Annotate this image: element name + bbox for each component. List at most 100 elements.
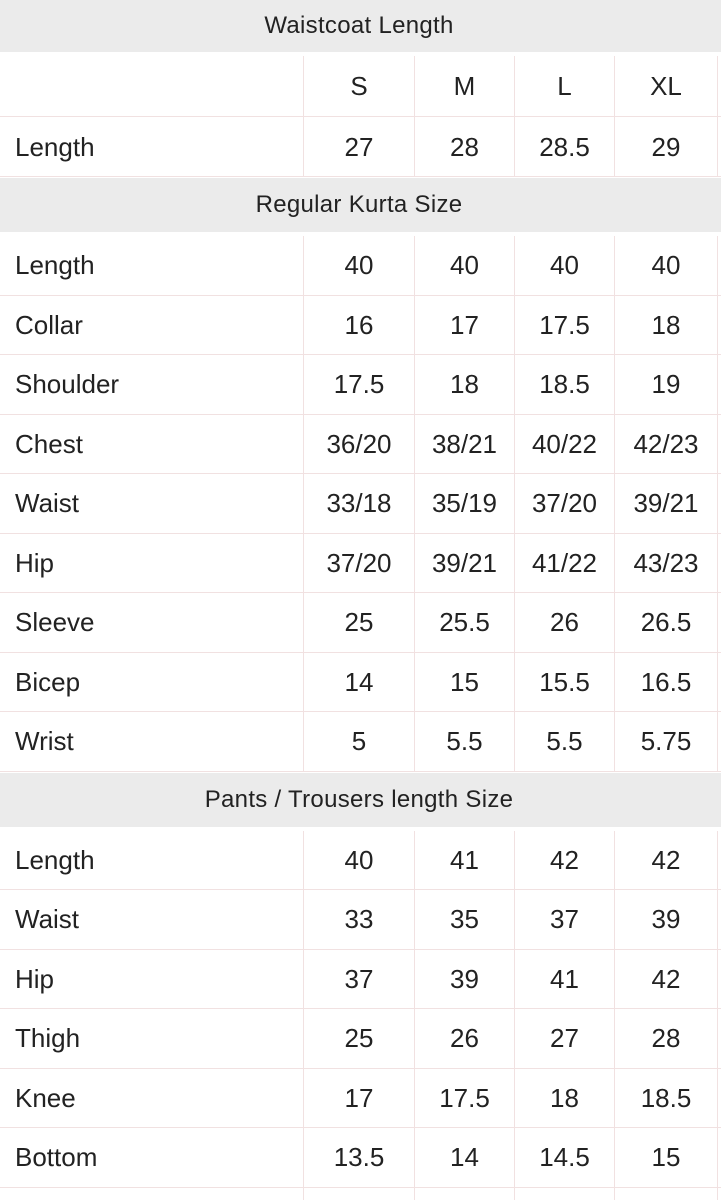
- size-value-cell: 26: [515, 593, 615, 652]
- size-value-cell: 39/21: [615, 474, 718, 533]
- size-value-cell: 5: [304, 712, 415, 771]
- table-row-kurta-collar: Collar 16 17 17.5 18: [0, 295, 721, 355]
- size-value-cell: 15: [415, 652, 515, 711]
- size-value-cell: 39/21: [415, 533, 515, 592]
- size-value-cell: 18: [515, 1068, 615, 1127]
- size-value-cell-empty: [515, 1187, 615, 1200]
- size-value-cell: 29: [615, 117, 718, 176]
- table-row-kurta-hip: Hip 37/20 39/21 41/22 43/23: [0, 533, 721, 593]
- table-row-waistcoat-length: Length 27 28 28.5 29: [0, 117, 721, 177]
- size-value-cell: 26.5: [615, 593, 718, 652]
- section-band-waistcoat: Waistcoat Length: [0, 0, 721, 52]
- size-value-cell: 37: [304, 949, 415, 1008]
- size-value-cell: 14: [415, 1128, 515, 1187]
- size-value-cell: 42: [615, 830, 718, 889]
- size-value-cell: 38/21: [415, 414, 515, 473]
- section-title-pants: Pants / Trousers length Size: [204, 785, 514, 813]
- size-value-cell: 40: [515, 236, 615, 295]
- table-row-pants-knee: Knee 17 17.5 18 18.5: [0, 1068, 721, 1128]
- section-title-kurta: Regular Kurta Size: [255, 191, 463, 218]
- size-value-cell: 5.75: [615, 712, 718, 771]
- row-label: Waist: [0, 890, 304, 949]
- row-label: Thigh: [0, 1009, 304, 1068]
- table-row-pants-length: Length 40 41 42 42: [0, 830, 721, 890]
- size-value-cell: 40/22: [515, 414, 615, 473]
- table-row-kurta-length: Length 40 40 40 40: [0, 236, 721, 296]
- row-label: Wrist: [0, 712, 304, 771]
- size-value-cell: 18: [415, 355, 515, 414]
- table-row-pants-bottom: Bottom 13.5 14 14.5 15: [0, 1128, 721, 1188]
- row-label: Bicep: [0, 652, 304, 711]
- size-value-cell: 41/22: [515, 533, 615, 592]
- size-value-cell: 37: [515, 890, 615, 949]
- size-value-cell: 18.5: [615, 1068, 718, 1127]
- table-row-cutoff: [0, 1187, 721, 1200]
- row-label: Sleeve: [0, 593, 304, 652]
- table-row-kurta-waist: Waist 33/18 35/19 37/20 39/21: [0, 474, 721, 534]
- table-row-kurta-wrist: Wrist 5 5.5 5.5 5.75: [0, 712, 721, 772]
- size-value-cell: 27: [515, 1009, 615, 1068]
- size-value-cell: 18.5: [515, 355, 615, 414]
- size-value-cell: 39: [415, 949, 515, 1008]
- size-column-header-m: M: [415, 56, 515, 116]
- size-value-cell: 5.5: [515, 712, 615, 771]
- size-value-cell: 36/20: [304, 414, 415, 473]
- row-label: Collar: [0, 295, 304, 354]
- size-value-cell: 16: [304, 295, 415, 354]
- size-value-cell: 40: [304, 830, 415, 889]
- size-value-cell: 17.5: [515, 295, 615, 354]
- size-value-cell-empty: [415, 1187, 515, 1200]
- row-label: Length: [0, 117, 304, 176]
- size-value-cell: 41: [515, 949, 615, 1008]
- size-column-header-xl: XL: [615, 56, 718, 116]
- table-row-kurta-chest: Chest 36/20 38/21 40/22 42/23: [0, 414, 721, 474]
- row-label: Hip: [0, 949, 304, 1008]
- size-value-cell: 14.5: [515, 1128, 615, 1187]
- size-value-cell-empty: [615, 1187, 718, 1200]
- size-value-cell: 37/20: [304, 533, 415, 592]
- size-value-cell: 35: [415, 890, 515, 949]
- size-value-cell: 25: [304, 1009, 415, 1068]
- row-label: Bottom: [0, 1128, 304, 1187]
- size-value-cell: 40: [304, 236, 415, 295]
- row-label: Length: [0, 236, 304, 295]
- size-value-cell: 15.5: [515, 652, 615, 711]
- size-value-cell: 28.5: [515, 117, 615, 176]
- size-value-cell: 18: [615, 295, 718, 354]
- row-label: Chest: [0, 414, 304, 473]
- table-row-pants-thigh: Thigh 25 26 27 28: [0, 1009, 721, 1069]
- section-band-kurta: Regular Kurta Size: [0, 178, 721, 232]
- row-label: Hip: [0, 533, 304, 592]
- size-value-cell: 27: [304, 117, 415, 176]
- size-value-cell: 39: [615, 890, 718, 949]
- size-value-cell: 13.5: [304, 1128, 415, 1187]
- size-value-cell: 42: [515, 830, 615, 889]
- section-band-pants: Pants / Trousers length Size: [0, 772, 721, 827]
- size-value-cell: 33/18: [304, 474, 415, 533]
- row-label: Knee: [0, 1068, 304, 1127]
- size-header-label-cell: [0, 56, 304, 116]
- row-label-empty: [0, 1187, 304, 1200]
- size-value-cell: 26: [415, 1009, 515, 1068]
- section-title-waistcoat: Waistcoat Length: [264, 12, 454, 39]
- size-value-cell: 19: [615, 355, 718, 414]
- table-row-pants-hip: Hip 37 39 41 42: [0, 949, 721, 1009]
- size-value-cell: 43/23: [615, 533, 718, 592]
- table-row-pants-waist: Waist 33 35 37 39: [0, 890, 721, 950]
- size-value-cell: 33: [304, 890, 415, 949]
- size-value-cell: 35/19: [415, 474, 515, 533]
- size-value-cell: 28: [615, 1009, 718, 1068]
- size-value-cell: 5.5: [415, 712, 515, 771]
- size-header-row: S M L XL: [0, 56, 721, 117]
- table-row-kurta-shoulder: Shoulder 17.5 18 18.5 19: [0, 355, 721, 415]
- row-label: Length: [0, 830, 304, 889]
- size-value-cell: 42: [615, 949, 718, 1008]
- size-value-cell: 40: [415, 236, 515, 295]
- size-value-cell: 42/23: [615, 414, 718, 473]
- size-value-cell: 16.5: [615, 652, 718, 711]
- size-value-cell: 17.5: [415, 1068, 515, 1127]
- size-value-cell: 25.5: [415, 593, 515, 652]
- size-value-cell: 15: [615, 1128, 718, 1187]
